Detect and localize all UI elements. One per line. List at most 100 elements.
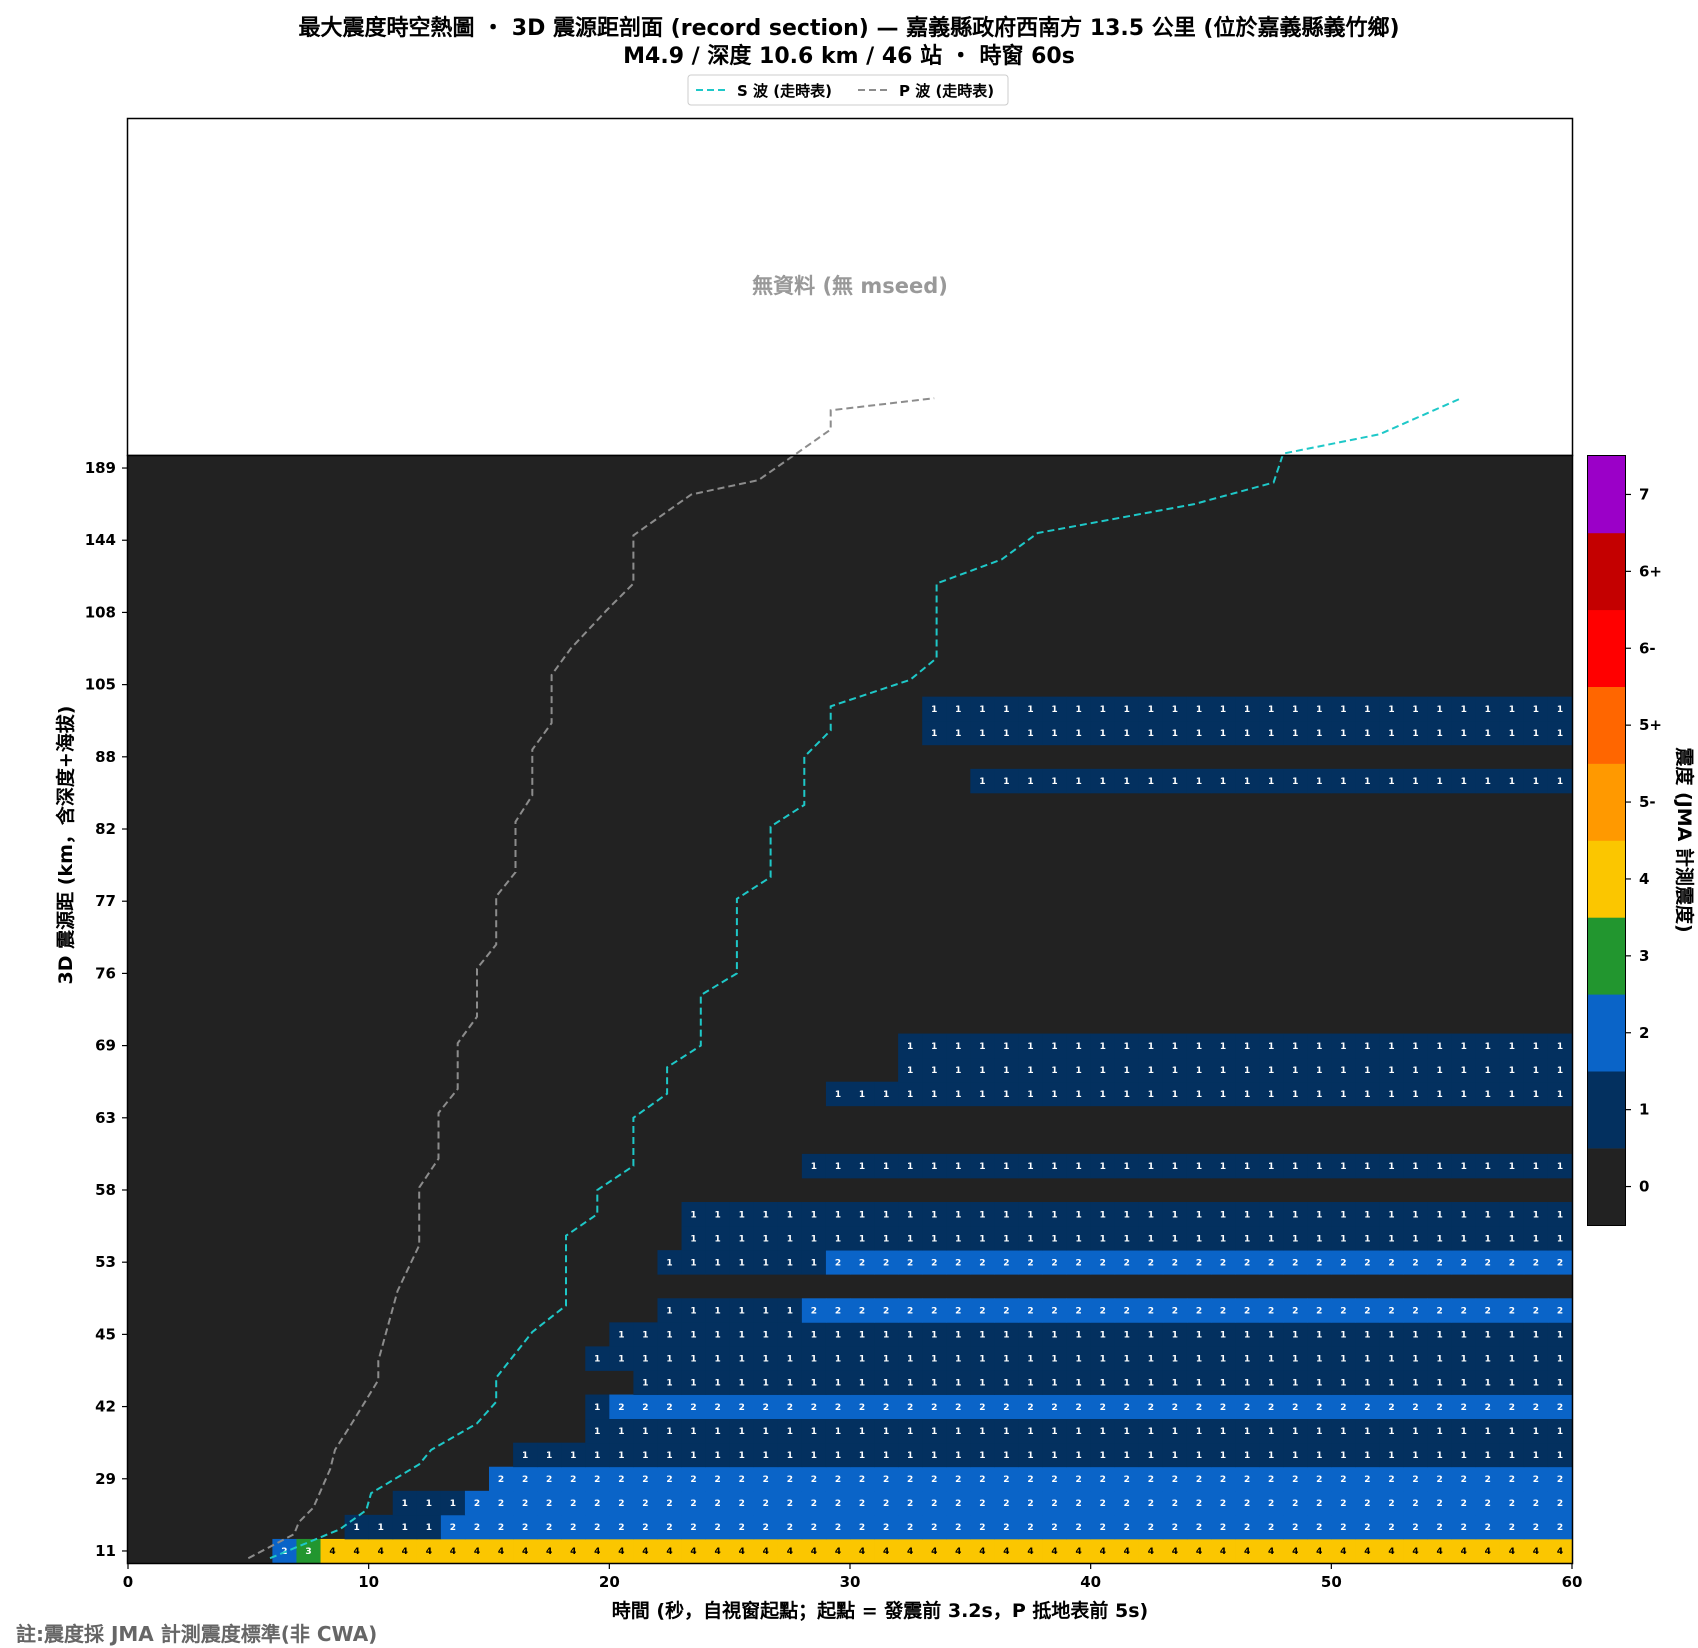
heatmap-cell-label: 1 — [1051, 1427, 1057, 1437]
heatmap-cell-label: 1 — [1316, 729, 1322, 739]
heatmap-cell — [970, 1538, 995, 1564]
heatmap-cell-label: 1 — [979, 1355, 985, 1365]
heatmap-cell — [898, 1346, 923, 1371]
heatmap-cell — [392, 1490, 418, 1516]
heatmap-cell — [1475, 1250, 1501, 1275]
heatmap-cell-label: 1 — [835, 1210, 841, 1220]
heatmap-cell — [922, 1394, 947, 1420]
heatmap-cell-label: 1 — [1437, 1090, 1443, 1100]
heatmap-cell — [1355, 1370, 1380, 1395]
heatmap-cell-label: 1 — [1220, 705, 1226, 715]
heatmap-cell-label: 1 — [1244, 1210, 1250, 1220]
heatmap-cell-label: 2 — [1244, 1258, 1250, 1268]
heatmap-cell — [1018, 1418, 1043, 1444]
heatmap-cell-label: 1 — [1364, 705, 1370, 715]
heatmap-cell-label: 1 — [979, 705, 985, 715]
heatmap-cell-label: 1 — [1268, 1234, 1274, 1244]
heatmap-cell-label: 1 — [1268, 777, 1274, 787]
heatmap-cell-label: 2 — [1196, 1499, 1202, 1509]
heatmap-cell-label: 2 — [1461, 1403, 1467, 1413]
heatmap-cell — [1066, 1250, 1092, 1275]
heatmap-cell — [1499, 1466, 1525, 1492]
heatmap-cell-label: 1 — [715, 1379, 721, 1389]
heatmap-cell — [537, 1538, 562, 1564]
heatmap-cell — [898, 1394, 923, 1420]
heatmap-cell — [1138, 1033, 1164, 1059]
heatmap-cell-label: 1 — [1172, 777, 1178, 787]
heatmap-cell-label: 2 — [1100, 1403, 1106, 1413]
heatmap-cell-label: 1 — [1316, 1042, 1322, 1052]
heatmap-cell-label: 1 — [859, 1427, 865, 1437]
heatmap-cell-label: 1 — [763, 1331, 769, 1341]
heatmap-cell — [489, 1538, 514, 1564]
heatmap-cell-label: 1 — [1485, 1066, 1491, 1076]
heatmap-cell — [1499, 1538, 1525, 1564]
heatmap-cell — [1162, 1226, 1188, 1251]
heatmap-cell-label: 1 — [1461, 1427, 1467, 1437]
heatmap-cell — [970, 1153, 995, 1179]
heatmap-cell-label: 2 — [1340, 1475, 1346, 1485]
heatmap-cell — [1403, 1033, 1428, 1059]
heatmap-cell — [1379, 1033, 1404, 1059]
heatmap-cell-label: 1 — [979, 1162, 985, 1172]
heatmap-cell — [1235, 1370, 1260, 1395]
heatmap-cell — [1162, 720, 1188, 746]
heatmap-cell-label: 1 — [1340, 1355, 1346, 1365]
y-tick-label: 88 — [95, 748, 116, 766]
heatmap-cell-label: 4 — [1388, 1547, 1394, 1557]
heatmap-cell — [1138, 1394, 1164, 1420]
heatmap-cell — [729, 1490, 755, 1516]
heatmap-cell — [1138, 1490, 1164, 1516]
heatmap-cell — [1307, 1033, 1332, 1059]
heatmap-cell — [970, 1370, 995, 1395]
heatmap-cell — [1451, 1370, 1477, 1395]
legend: S 波 (走時表) P 波 (走時表) — [687, 74, 1009, 106]
heatmap-cell-label: 2 — [835, 1523, 841, 1533]
heatmap-cell-label: 1 — [1533, 777, 1539, 787]
heatmap-cell-label: 1 — [1100, 1379, 1106, 1389]
heatmap-cell-label: 2 — [1172, 1403, 1178, 1413]
heatmap-cell-label: 1 — [666, 1307, 672, 1317]
heatmap-cell-label: 1 — [1412, 729, 1418, 739]
heatmap-cell — [777, 1442, 803, 1468]
heatmap-cell-label: 1 — [763, 1234, 769, 1244]
colorbar-frame — [1587, 455, 1626, 1226]
heatmap-cell — [874, 1490, 899, 1516]
heatmap-cell-label: 2 — [883, 1475, 889, 1485]
heatmap-cell — [1427, 1226, 1453, 1251]
heatmap-cell-label: 1 — [1172, 1066, 1178, 1076]
heatmap-cell — [1138, 1418, 1164, 1444]
heatmap-cell — [946, 720, 971, 746]
heatmap-cell-label: 2 — [1100, 1258, 1106, 1268]
heatmap-cell-label: 1 — [666, 1379, 672, 1389]
heatmap-cell — [1138, 1442, 1164, 1468]
y-tick-label: 108 — [85, 603, 116, 621]
heatmap-cell-label: 1 — [979, 729, 985, 739]
heatmap-cell — [1186, 1081, 1212, 1107]
heatmap-cell — [1451, 720, 1477, 746]
heatmap-cell-label: 2 — [498, 1523, 504, 1533]
heatmap-cell — [898, 1226, 923, 1251]
heatmap-cell — [1114, 1442, 1140, 1468]
heatmap-cell-label: 2 — [811, 1307, 817, 1317]
heatmap-cell-label: 2 — [522, 1499, 528, 1509]
heatmap-cell-label: 1 — [1292, 777, 1298, 787]
heatmap-cell — [850, 1370, 875, 1395]
heatmap-cell-label: 4 — [1412, 1547, 1418, 1557]
heatmap-cell — [585, 1466, 610, 1492]
heatmap-cell — [1355, 1081, 1380, 1107]
heatmap-cell — [1427, 1442, 1453, 1468]
heatmap-cell-label: 2 — [1148, 1523, 1154, 1533]
heatmap-cell — [994, 1226, 1019, 1251]
heatmap-cell — [1307, 768, 1332, 794]
heatmap-cell-label: 1 — [1076, 1331, 1082, 1341]
heatmap-cell-label: 2 — [859, 1258, 865, 1268]
p-wave-traveltime-curve — [247, 397, 935, 1560]
heatmap-cell-label: 1 — [1148, 705, 1154, 715]
colorbar-tick-label: 0 — [1639, 1178, 1649, 1196]
heatmap-cell-label: 1 — [1316, 1162, 1322, 1172]
heatmap-cell — [994, 768, 1019, 794]
heatmap-cell — [1451, 1202, 1477, 1227]
heatmap-cell-label: 2 — [907, 1307, 913, 1317]
heatmap-cell-label: 1 — [1100, 1427, 1106, 1437]
